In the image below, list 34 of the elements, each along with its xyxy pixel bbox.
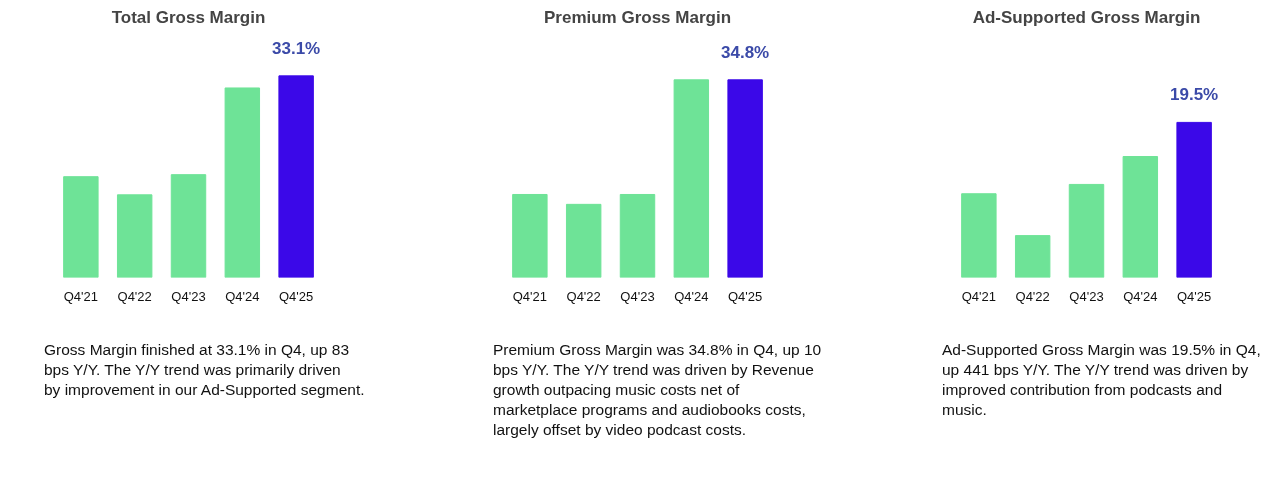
- chart-title: Premium Gross Margin: [543, 7, 732, 27]
- text: Gross Margin finished at 33.1% in Q4, up 83 bps Y/Y. The Y/Y trend was primarily driven by improvement in our Ad-Supported segment.: [44, 340, 365, 400]
- x-tick-label: Q4'21: [63, 288, 99, 304]
- bar: [278, 75, 314, 278]
- chart-title: Total Gross Margin: [111, 7, 266, 27]
- bar: [961, 193, 997, 278]
- bar: [1176, 121, 1212, 278]
- x-tick-label: Q4'24: [1123, 288, 1158, 304]
- bar: [1122, 156, 1159, 278]
- bar: [1068, 183, 1105, 278]
- x-tick-label: Q4'23: [171, 288, 206, 304]
- chart-title: Ad-Supported Gross Margin: [972, 7, 1201, 27]
- x-tick-label: Q4'22: [566, 288, 601, 304]
- x-tick-label: Q4'25: [278, 288, 314, 304]
- x-tick-label: Q4'23: [620, 288, 655, 304]
- bar: [116, 194, 153, 278]
- bar: [63, 176, 99, 278]
- annotation: 19.5%: [1170, 85, 1219, 105]
- x-tick-label: Q4'25: [1176, 288, 1212, 304]
- x-tick-label: Q4'25: [727, 288, 763, 304]
- x-tick-label: Q4'21: [512, 288, 548, 304]
- x-tick-label: Q4'23: [1069, 288, 1104, 304]
- annotation: 33.1%: [272, 38, 321, 58]
- bar: [170, 174, 207, 278]
- bar: [224, 87, 261, 278]
- x-tick-label: Q4'24: [674, 288, 709, 304]
- bar: [1014, 235, 1051, 278]
- text: Ad-Supported Gross Margin was 19.5% in Q4, up 441 bps Y/Y. The Y/Y trend was driven by improved contribution from podcasts and music.: [942, 340, 1261, 420]
- annotation: 34.8%: [721, 42, 770, 62]
- x-tick-label: Q4'24: [225, 288, 260, 304]
- text: Premium Gross Margin was 34.8% in Q4, up 10 bps Y/Y. The Y/Y trend was driven by Revenue growth outpacing music costs net of marketplace programs and audiobooks costs, largely offset by video podcast costs.: [493, 340, 822, 440]
- x-tick-label: Q4'21: [961, 288, 997, 304]
- x-tick-label: Q4'22: [117, 288, 152, 304]
- x-tick-label: Q4'22: [1015, 288, 1050, 304]
